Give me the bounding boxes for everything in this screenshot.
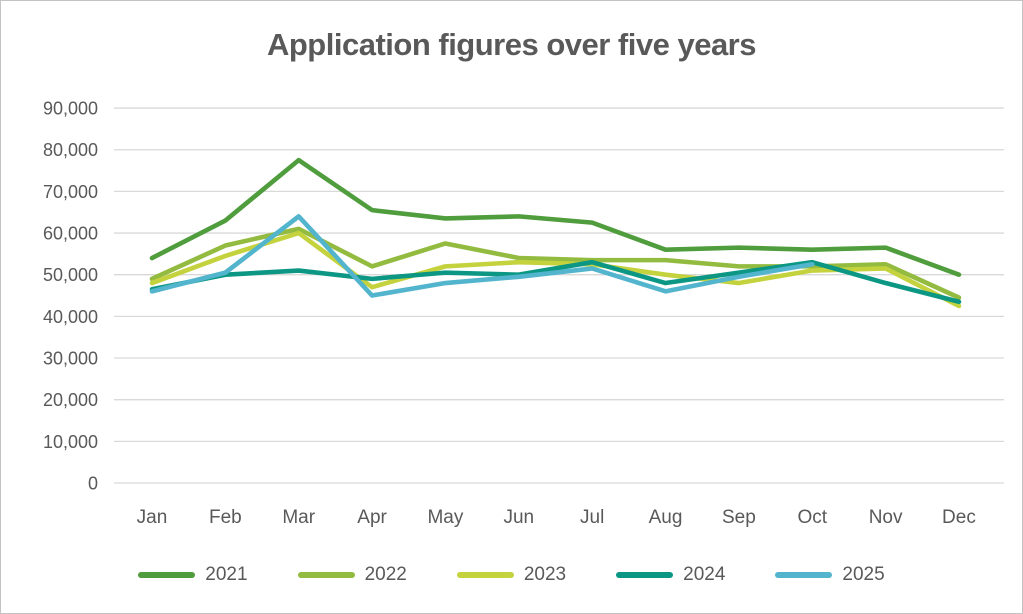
legend-item-2023: 2023 xyxy=(456,564,567,586)
x-axis-tick-label: Sep xyxy=(722,507,756,528)
legend-label-2023: 2023 xyxy=(523,564,567,585)
y-axis-tick-label: 20,000 xyxy=(43,390,98,410)
x-axis-tick-label: Mar xyxy=(282,507,315,528)
legend-swatch-2024 xyxy=(616,572,674,578)
x-axis-tick-label: Apr xyxy=(357,507,387,528)
y-axis-tick-label: 0 xyxy=(88,474,98,494)
series-line-2023 xyxy=(149,230,962,309)
legend-swatch-2021 xyxy=(138,572,196,578)
legend-label-2021: 2021 xyxy=(205,564,248,585)
x-axis-tick-label: Jan xyxy=(137,507,168,528)
x-axis-tick-label: Dec xyxy=(942,507,976,528)
y-axis-tick-label: 40,000 xyxy=(43,307,98,327)
legend-label-2024: 2024 xyxy=(683,564,726,585)
x-axis-tick-label: Nov xyxy=(869,507,903,528)
series-line-2024 xyxy=(149,259,962,305)
legend-label-2025: 2025 xyxy=(842,564,885,585)
y-axis-tick-label: 30,000 xyxy=(43,349,98,369)
legend-swatch-2025 xyxy=(775,572,833,578)
x-axis-tick-label: Jul xyxy=(580,507,604,528)
series-line-2021 xyxy=(149,157,962,278)
y-axis-tick-label: 70,000 xyxy=(43,182,98,202)
legend-label-2022: 2022 xyxy=(364,564,407,585)
y-axis-tick-label: 90,000 xyxy=(43,99,98,119)
x-axis-tick-label: Oct xyxy=(797,507,827,528)
y-axis-tick-label: 60,000 xyxy=(43,224,98,244)
x-axis-tick-label: Feb xyxy=(209,507,242,528)
y-axis-tick-label: 50,000 xyxy=(43,265,98,285)
legend-item-2024: 2024 xyxy=(616,564,725,586)
chart-legend: 2021 2022 2023 2024 2025 xyxy=(1,557,1022,593)
legend-item-2022: 2022 xyxy=(297,564,407,586)
legend-item-2025: 2025 xyxy=(775,564,885,586)
y-axis-tick-label: 10,000 xyxy=(43,432,98,452)
chart-title: Application figures over five years xyxy=(266,27,757,62)
x-axis-tick-label: Aug xyxy=(649,507,683,528)
series-line-2025 xyxy=(149,214,815,298)
y-axis-tick-label: 80,000 xyxy=(43,140,98,160)
x-axis-tick-label: Jun xyxy=(503,507,534,528)
legend-swatch-2023 xyxy=(456,572,514,578)
legend-item-2021: 2021 xyxy=(138,564,248,586)
x-axis-tick-label: May xyxy=(427,507,463,528)
legend-swatch-2022 xyxy=(297,572,355,578)
